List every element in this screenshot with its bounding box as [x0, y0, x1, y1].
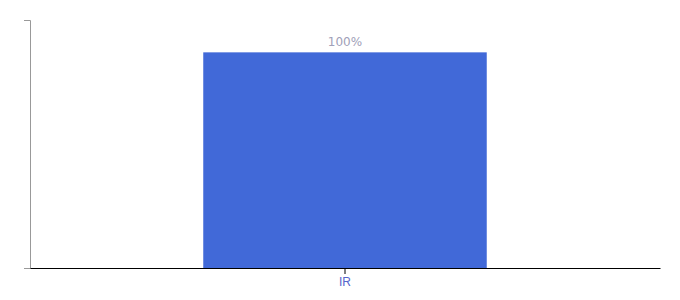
x-tick-label: IR — [339, 275, 351, 289]
data-labels: 100% — [328, 35, 362, 49]
x-tick: IR — [339, 268, 351, 289]
chart: IR 100% — [0, 0, 680, 300]
x-axis: IR — [31, 268, 661, 289]
y-axis — [24, 21, 31, 269]
bar — [203, 52, 487, 268]
plot: IR 100% — [24, 21, 661, 289]
bars — [203, 52, 487, 268]
y-axis-line — [24, 21, 31, 269]
x-tick-mark — [345, 268, 346, 274]
data-label: 100% — [328, 35, 362, 49]
